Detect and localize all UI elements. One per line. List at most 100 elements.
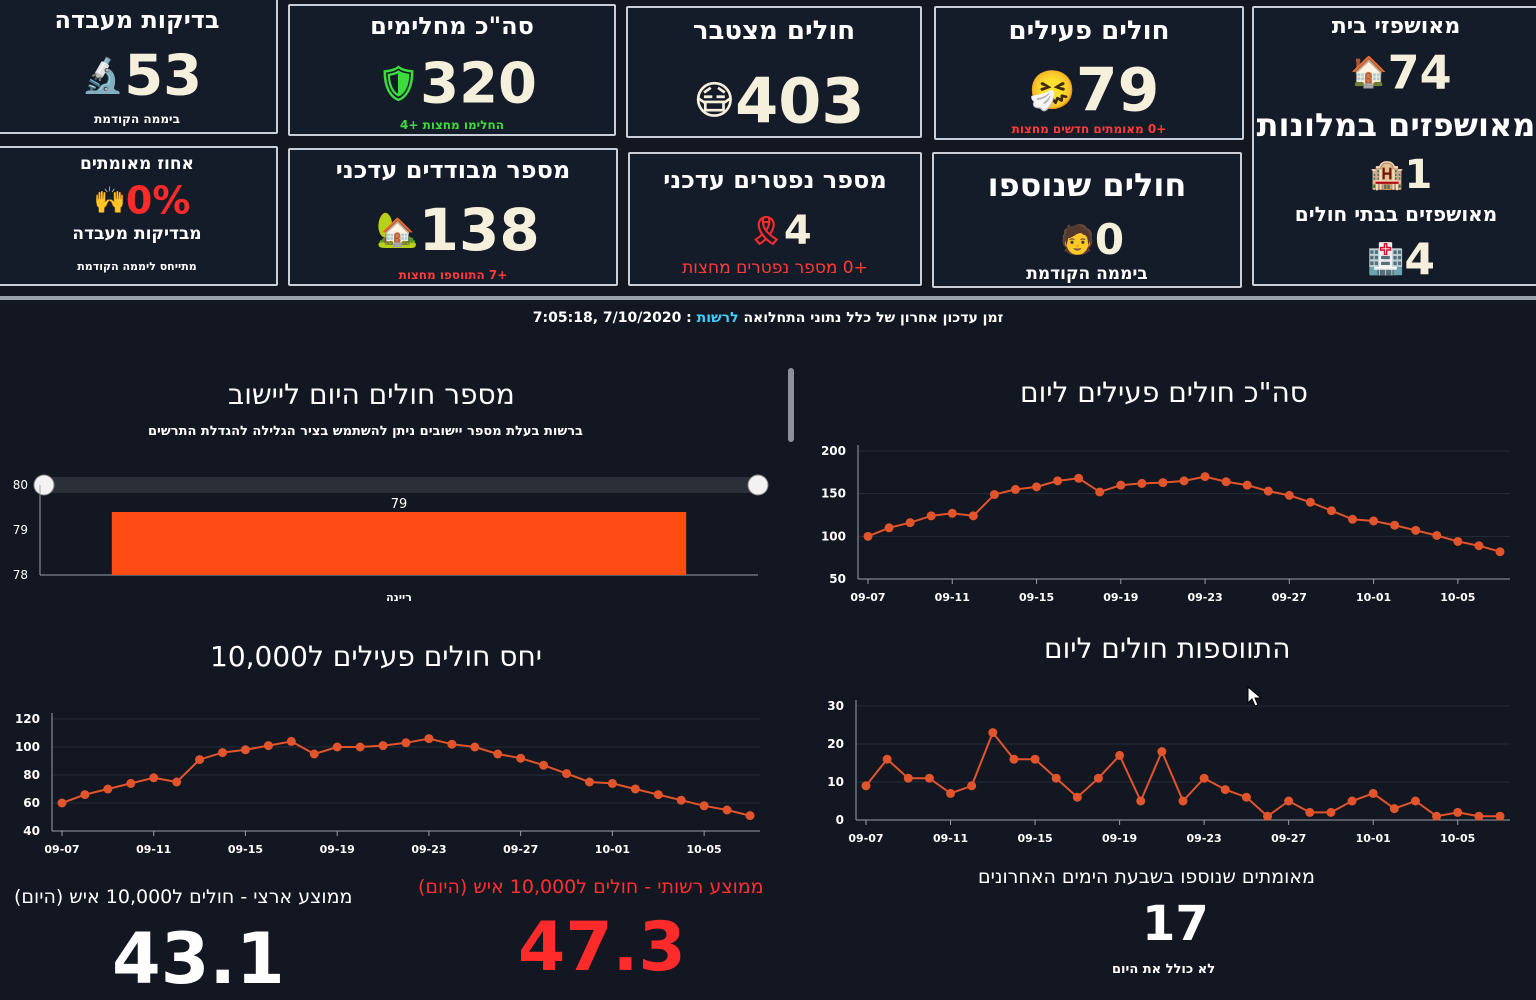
x-tick-label: 10-05 (1440, 591, 1475, 604)
x-tick-label: 10-01 (1356, 832, 1391, 845)
data-point (1179, 476, 1189, 486)
data-point (1453, 536, 1463, 546)
card-hospitalized: מאושפזי בית 🏠74 מאושפזים במלונות 🏨1 מאוש… (1252, 6, 1536, 286)
card-title: אחוז מאומתים (80, 154, 194, 174)
data-point (1051, 773, 1061, 783)
bar (111, 512, 687, 575)
data-point (745, 811, 755, 821)
data-point (699, 801, 709, 811)
data-point (1053, 476, 1063, 486)
data-point (126, 778, 136, 788)
data-point (218, 748, 228, 758)
data-point (1093, 773, 1103, 783)
national-average-label: ממוצע ארצי - חולים ל10,000 איש (היום) (14, 886, 353, 908)
card-cumulative-patients: חולים מצטבר 😷403 (626, 6, 922, 138)
card-active-patients: חולים פעילים 🤧79 +0 מאומתים חדשים מחצות (934, 6, 1244, 140)
y-tick-label: 0 (836, 813, 844, 827)
y-tick-label: 40 (23, 824, 40, 838)
data-point (861, 781, 871, 791)
card-subtitle: החלימו מחצות +4 (400, 118, 504, 132)
x-tick-label: 09-07 (44, 843, 79, 856)
data-point (989, 490, 999, 500)
data-point (947, 508, 957, 518)
data-point (926, 511, 936, 521)
home-hospitalized-value: 74 (1387, 45, 1452, 100)
data-point (172, 777, 182, 787)
data-point (332, 742, 342, 752)
data-point (1474, 541, 1484, 551)
data-point (378, 741, 388, 751)
last-update: זמן עדכון אחרון של כלל נתוני התחלואה לרש… (0, 310, 1536, 326)
data-point (584, 777, 594, 787)
bar-data-label: 79 (391, 497, 408, 512)
data-point (1157, 747, 1167, 757)
y-tick-label: 100 (15, 740, 40, 754)
isolated-value: 138 (418, 195, 540, 264)
data-point (1495, 547, 1505, 557)
card-subtitle: +0 מספר נפטרים מחצות (682, 258, 868, 278)
data-point (1200, 472, 1210, 482)
y-tick-label: 100 (821, 529, 846, 543)
ribbon-icon: 🎗 (748, 214, 784, 247)
data-point (676, 795, 686, 805)
y-tick-label: 200 (821, 444, 846, 458)
card-title: מספר נפטרים עדכני (663, 166, 887, 194)
card-title: בדיקות מעבדה (54, 6, 220, 34)
card-subtitle: ביממה הקודמת (94, 112, 180, 126)
recovered-total-value: 320 (420, 51, 538, 117)
x-tick-label: 09-11 (935, 591, 970, 604)
data-point (722, 805, 732, 815)
data-point (1432, 811, 1442, 821)
positive-percent-value: 0% (125, 178, 191, 223)
y-tick-label: 78 (13, 568, 28, 582)
card-subtitle: ביממה הקודמת (1026, 264, 1148, 284)
data-point (1495, 811, 1505, 821)
new-patients-value: 0 (1094, 215, 1125, 264)
y-tick-label: 60 (23, 796, 40, 810)
card-positive-percent: אחוז מאומתים 🙌0% מבדיקות מעבדה מתייחס לי… (0, 146, 278, 286)
update-timestamp: 7/10/2020 ,7:05:18 (532, 310, 682, 326)
data-point (1158, 478, 1168, 488)
series-line (867, 475, 1501, 553)
hospital-hospitalized-title: מאושפזים בבתי חולים (1294, 202, 1498, 226)
card-lab-tests: בדיקות מעבדה 🔬53 ביממה הקודמת (0, 0, 278, 134)
hospital-icon: 🏥 (1367, 242, 1405, 277)
update-separator: : (681, 310, 697, 326)
data-point (1137, 478, 1147, 488)
data-point (401, 738, 411, 748)
data-point (447, 739, 457, 749)
data-point (1072, 792, 1082, 802)
x-tick-label: 09-11 (933, 832, 968, 845)
locality-chart-title: מספר חולים היום ליישוב (228, 378, 515, 411)
per10k-chart-title: יחס חולים פעילים ל10,000 (210, 640, 543, 673)
data-point (1326, 807, 1336, 817)
data-point (1242, 480, 1252, 490)
update-authority: לרשות (696, 310, 739, 326)
zoom-slider-handle-right[interactable] (747, 474, 769, 496)
data-point (1263, 811, 1273, 821)
data-point (884, 523, 894, 533)
local-average-label: ממוצע רשותי - חולים ל10,000 איש (היום) (418, 876, 764, 898)
data-point (1348, 514, 1358, 524)
per10k-line-chart: 40 60 80 100 120 09-07 09-11 09-15 09-19 09-23 09-… (15, 712, 760, 856)
x-tick-label: 09-07 (850, 591, 885, 604)
card-title: סה"כ מחלימים (370, 12, 534, 40)
panel-scrollbar[interactable] (788, 368, 794, 442)
y-tick-label: 120 (15, 712, 40, 726)
data-point (80, 790, 90, 800)
data-point (882, 754, 892, 764)
data-point (470, 742, 480, 752)
data-point (946, 788, 956, 798)
data-point (967, 781, 977, 791)
card-subtitle: מתייחס ליממה הקודמת (77, 260, 197, 273)
zoom-slider-handle-left[interactable] (33, 474, 55, 496)
national-average-value: 43.1 (112, 918, 285, 1000)
data-point (1010, 484, 1020, 494)
data-point (1030, 754, 1040, 764)
x-tick-label: 09-15 (228, 843, 263, 856)
data-point (149, 773, 159, 783)
card-new-patients: חולים שנוספו 🧑0 ביממה הקודמת (932, 152, 1242, 288)
data-point (1032, 482, 1042, 492)
data-point (1221, 477, 1231, 487)
hotel-hospitalized-value: 1 (1404, 152, 1433, 198)
